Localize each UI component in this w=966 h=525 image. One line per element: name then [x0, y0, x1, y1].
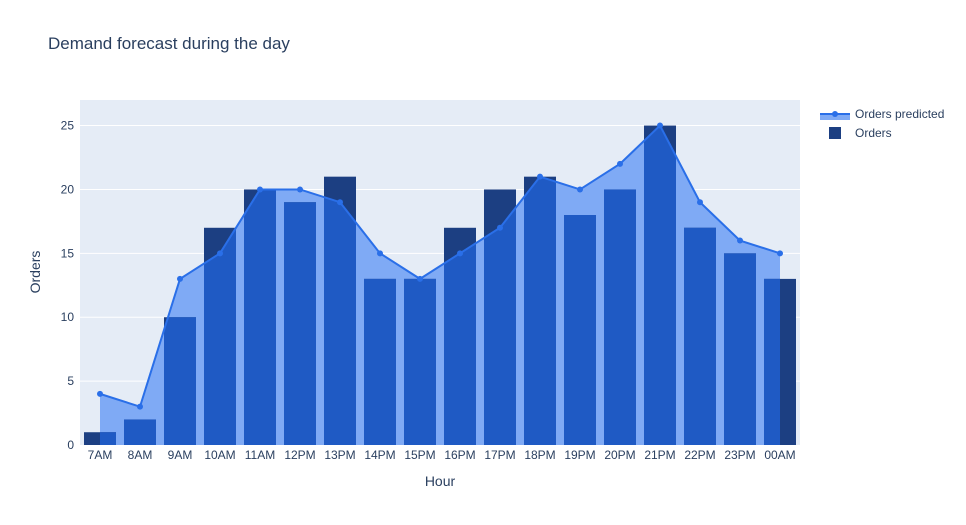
x-tick-label: 21PM — [644, 448, 675, 462]
x-tick-label: 16PM — [444, 448, 475, 462]
x-tick-label: 17PM — [484, 448, 515, 462]
bar-overlap — [524, 176, 556, 445]
x-tick-label: 18PM — [524, 448, 555, 462]
x-tick-label: 00AM — [764, 448, 795, 462]
y-tick-label: 15 — [61, 246, 75, 260]
y-tick-label: 10 — [61, 310, 75, 324]
predicted-point[interactable] — [697, 199, 703, 206]
predicted-point[interactable] — [377, 250, 383, 257]
x-tick-label: 8AM — [128, 448, 153, 462]
x-tick-label: 10AM — [204, 448, 235, 462]
predicted-point[interactable] — [457, 250, 463, 257]
bar-overlap — [404, 278, 436, 445]
bar-overlap — [284, 202, 316, 445]
predicted-point[interactable] — [297, 186, 303, 193]
legend-item-orders-predicted[interactable]: Orders predicted — [820, 107, 944, 121]
predicted-point[interactable] — [217, 250, 223, 257]
bar-overlap — [124, 419, 156, 445]
legend-item-orders[interactable]: Orders — [829, 126, 892, 140]
x-tick-label: 7AM — [88, 448, 113, 462]
bar-overlap — [564, 215, 596, 445]
x-tick-label: 11AM — [245, 448, 275, 462]
predicted-point[interactable] — [577, 186, 583, 193]
predicted-point[interactable] — [497, 224, 503, 231]
bar-overlap — [364, 278, 396, 445]
bar-overlap — [604, 189, 636, 445]
bar-overlap — [100, 432, 116, 445]
predicted-line-layer — [97, 122, 783, 410]
x-tick-label: 20PM — [604, 448, 635, 462]
y-tick-label: 5 — [67, 374, 74, 388]
bar-overlap — [484, 207, 516, 445]
predicted-point[interactable] — [617, 160, 623, 167]
bar-overlap — [724, 253, 756, 445]
y-tick-labels: 0 5 10 15 20 25 — [61, 119, 75, 452]
x-tick-label: 15PM — [404, 448, 435, 462]
x-tick-label: 9AM — [168, 448, 193, 462]
y-tick-label: 20 — [61, 182, 75, 196]
overlap-layer — [100, 125, 780, 446]
x-tick-label: 22PM — [684, 448, 715, 462]
bar-overlap — [764, 278, 780, 445]
x-tick-label: 23PM — [724, 448, 755, 462]
bar-overlap — [684, 227, 716, 445]
predicted-line — [99, 123, 781, 408]
predicted-point[interactable] — [337, 199, 343, 206]
predicted-point[interactable] — [97, 390, 103, 397]
predicted-point[interactable] — [177, 275, 183, 282]
bar-overlap — [444, 243, 476, 445]
bar-overlap — [164, 317, 196, 445]
x-tick-label: 14PM — [364, 448, 395, 462]
bar-overlap — [644, 125, 676, 446]
x-tick-label: 13PM — [324, 448, 355, 462]
bar-overlap — [244, 189, 276, 445]
predicted-point[interactable] — [257, 186, 263, 193]
x-tick-label: 12PM — [284, 448, 315, 462]
x-tick-labels: 7AM 8AM 9AM 10AM 11AM 12PM 13PM 14PM 15PM 16PM 17P… — [88, 448, 796, 462]
predicted-point[interactable] — [737, 237, 743, 244]
chart-title: Demand forecast during the day — [48, 34, 290, 53]
y-axis-title: Orders — [27, 251, 43, 294]
x-tick-label: 19PM — [564, 448, 595, 462]
x-axis-title: Hour — [425, 473, 456, 489]
legend-label-orders-predicted: Orders predicted — [855, 107, 944, 121]
predicted-point[interactable] — [657, 122, 663, 129]
legend-label-orders: Orders — [855, 126, 892, 140]
legend-swatch-bar — [829, 127, 841, 139]
predicted-point[interactable] — [537, 173, 543, 180]
legend-swatch-marker — [832, 111, 838, 117]
bar-overlap — [204, 227, 236, 445]
predicted-point[interactable] — [777, 250, 783, 257]
y-tick-label: 25 — [61, 119, 75, 133]
legend[interactable]: Orders predicted Orders — [820, 107, 944, 140]
bar-overlap — [324, 197, 356, 445]
y-tick-label: 0 — [67, 438, 74, 452]
predicted-point[interactable] — [417, 275, 423, 282]
predicted-point[interactable] — [137, 403, 143, 410]
